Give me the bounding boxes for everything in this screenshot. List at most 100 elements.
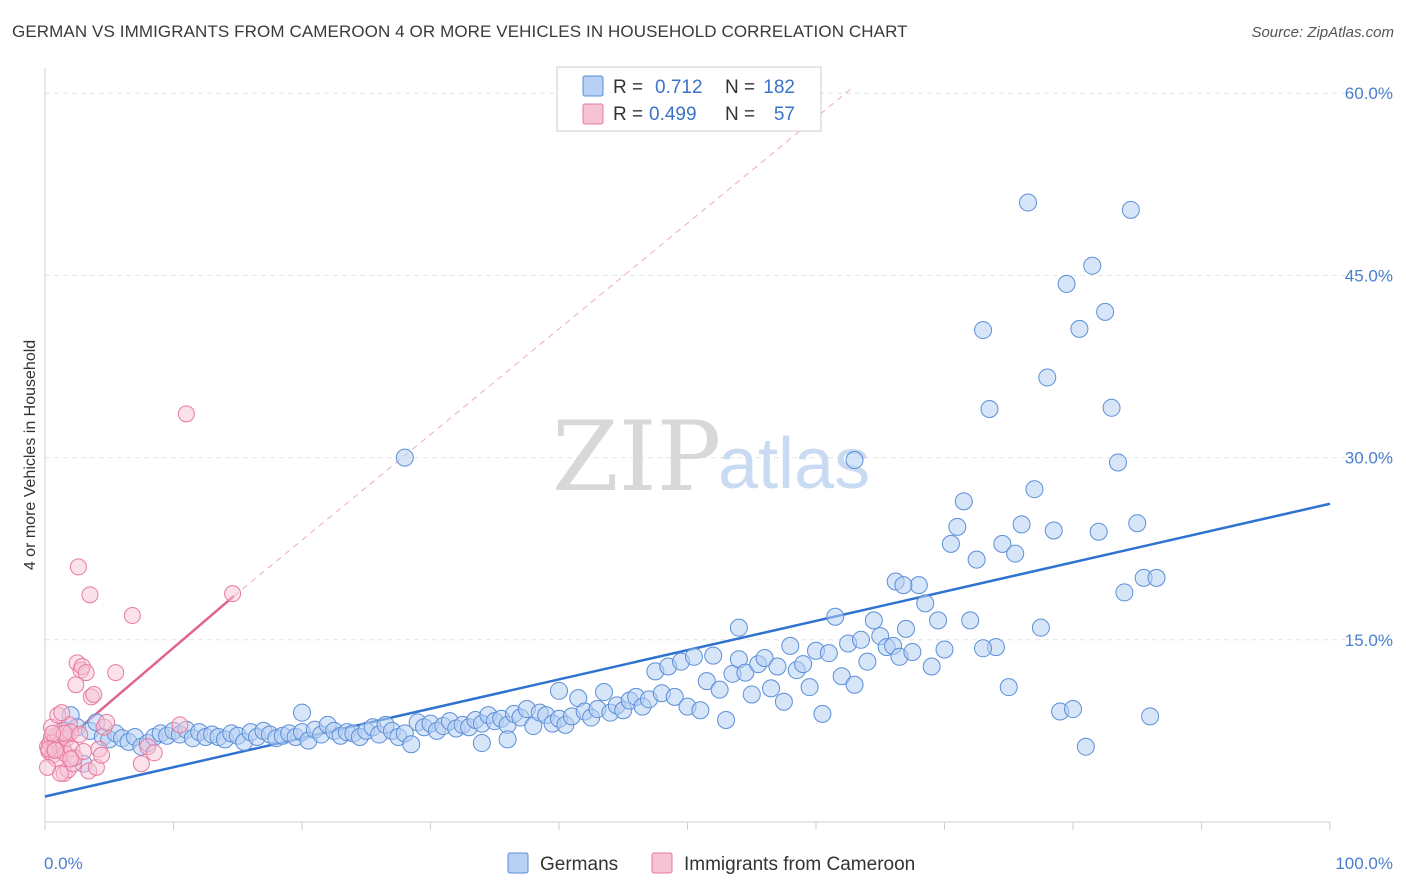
point-germans-177 — [729, 618, 748, 637]
y-tick-label-2: 45.0% — [1345, 266, 1393, 285]
point-cameroon-52 — [62, 750, 80, 768]
legend-swatch-cameroon — [582, 103, 604, 125]
point-germans-176 — [894, 576, 913, 595]
legend: R = 0.712 N = 182 R = 0.499 N = 57 — [556, 66, 822, 132]
point-germans-99 — [691, 701, 710, 720]
point-germans-154 — [1044, 521, 1063, 540]
point-germans-102 — [710, 680, 729, 699]
point-germans-110 — [762, 679, 781, 698]
point-germans-103 — [717, 710, 736, 729]
point-germans-165 — [1115, 583, 1134, 602]
point-germans-136 — [929, 611, 948, 630]
y-tick-label-3: 60.0% — [1345, 84, 1393, 103]
point-germans-109 — [755, 649, 774, 668]
source-credit: Source: ZipAtlas.com — [1251, 24, 1394, 41]
legend-n-label-germans: N = — [725, 77, 755, 98]
point-germans-157 — [1064, 700, 1082, 719]
bottom-legend-swatch-cameroon — [651, 852, 673, 874]
point-germans-131 — [896, 619, 915, 638]
x-tick-label-0: 0.0% — [44, 854, 83, 873]
point-germans-100 — [697, 672, 716, 691]
point-germans-159 — [1076, 737, 1095, 756]
bottom-legend-germans: Germans — [540, 854, 618, 875]
chart-title: GERMAN VS IMMIGRANTS FROM CAMEROON 4 OR … — [12, 22, 908, 41]
point-cameroon-55 — [53, 704, 71, 722]
point-germans-137 — [935, 640, 954, 659]
point-germans-151 — [1025, 480, 1044, 499]
legend-n-label-cameroon: N = — [725, 104, 755, 125]
trendline-cameroon-extension — [233, 85, 855, 597]
y-axis-label: 4 or more Vehicles in Household — [22, 340, 39, 570]
point-germans-146 — [993, 534, 1012, 553]
point-cameroon-42 — [145, 744, 163, 762]
point-germans-140 — [954, 492, 973, 511]
point-germans-160 — [1083, 256, 1102, 275]
point-germans-173 — [293, 703, 311, 722]
point-germans-132 — [903, 642, 922, 661]
point-germans-138 — [941, 534, 960, 553]
point-germans-172 — [498, 730, 517, 749]
point-cameroon-43 — [177, 405, 195, 423]
point-germans-116 — [800, 678, 819, 697]
data-points — [39, 193, 1166, 782]
point-germans-139 — [948, 517, 967, 536]
x-tick-label-1: 100.0% — [1335, 854, 1393, 873]
point-cameroon-56 — [39, 758, 57, 776]
series-cameroon — [39, 405, 242, 782]
point-germans-123 — [845, 675, 864, 694]
point-cameroon-37 — [98, 713, 116, 731]
point-cameroon-35 — [93, 746, 111, 764]
point-germans-169 — [1141, 707, 1160, 726]
point-cameroon-44 — [171, 716, 189, 734]
point-germans-142 — [967, 550, 986, 569]
point-germans-101 — [704, 646, 723, 665]
point-germans-153 — [1038, 368, 1057, 387]
point-germans-152 — [1031, 618, 1050, 637]
series-germans — [55, 193, 1166, 773]
point-germans-162 — [1096, 302, 1115, 321]
point-germans-118 — [813, 704, 832, 723]
legend-swatch-germans — [582, 75, 604, 97]
point-cameroon-24 — [69, 558, 87, 576]
point-germans-164 — [1108, 453, 1127, 472]
point-germans-84 — [594, 683, 613, 702]
point-germans-107 — [742, 685, 761, 704]
point-germans-95 — [665, 687, 684, 706]
y-tick-label-0: 15.0% — [1345, 631, 1393, 650]
point-germans-124 — [851, 630, 870, 649]
point-germans-54 — [402, 735, 421, 754]
bottom-legend-cameroon: Immigrants from Cameroon — [684, 854, 915, 875]
grid-lines — [45, 92, 1395, 641]
legend-r-value-cameroon: 0.499 — [649, 104, 697, 125]
point-germans-148 — [1006, 544, 1025, 563]
point-germans-150 — [1019, 193, 1038, 212]
point-germans-135 — [922, 657, 941, 676]
point-germans-98 — [684, 647, 703, 666]
point-germans-170 — [1147, 568, 1166, 587]
point-germans-112 — [774, 692, 793, 711]
point-germans-178 — [974, 639, 993, 658]
point-cameroon-28 — [77, 664, 95, 682]
point-cameroon-40 — [132, 755, 150, 773]
watermark: ZIP atlas — [552, 401, 870, 513]
point-germans-120 — [826, 607, 845, 626]
legend-r-label-cameroon: R = — [613, 104, 643, 125]
point-germans-141 — [961, 611, 980, 630]
point-germans-121 — [832, 667, 851, 686]
point-cameroon-45 — [224, 585, 242, 603]
axes — [44, 68, 1331, 830]
legend-r-label-germans: R = — [613, 77, 643, 98]
bottom-legend: Germans Immigrants from Cameroon — [507, 852, 915, 875]
point-germans-126 — [864, 611, 883, 630]
point-germans-180 — [845, 451, 864, 470]
point-cameroon-53 — [71, 726, 89, 744]
point-germans-133 — [909, 576, 928, 595]
point-germans-106 — [736, 663, 755, 682]
point-cameroon-30 — [81, 586, 99, 604]
legend-r-value-germans: 0.712 — [655, 77, 703, 98]
point-germans-166 — [1121, 200, 1140, 219]
point-germans-144 — [980, 400, 999, 419]
watermark-zip: ZIP — [552, 401, 721, 513]
point-germans-149 — [1012, 515, 1031, 534]
